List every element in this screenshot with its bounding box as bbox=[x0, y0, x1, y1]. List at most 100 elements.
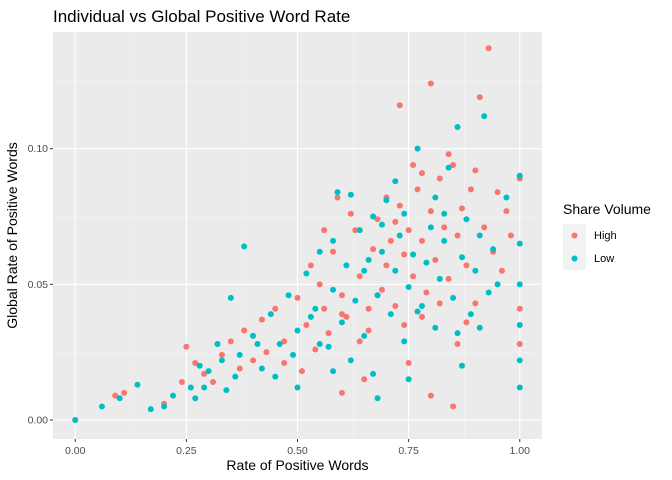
data-point-high bbox=[312, 346, 319, 353]
data-point-low bbox=[258, 365, 265, 372]
data-point-low bbox=[370, 370, 377, 377]
data-point-high bbox=[463, 319, 470, 326]
data-point-high bbox=[467, 186, 474, 193]
data-point-low bbox=[116, 395, 123, 402]
data-point-low bbox=[378, 221, 385, 228]
data-point-low bbox=[267, 311, 274, 318]
data-point-low bbox=[467, 311, 474, 318]
data-point-high bbox=[321, 227, 328, 234]
data-point-low bbox=[205, 368, 212, 375]
data-point-low bbox=[361, 267, 368, 274]
data-point-low bbox=[361, 332, 368, 339]
data-point-low bbox=[330, 237, 337, 244]
data-point-low bbox=[432, 194, 439, 201]
data-point-high bbox=[210, 379, 217, 386]
data-point-high bbox=[458, 205, 465, 212]
data-point-high bbox=[441, 224, 448, 231]
data-point-high bbox=[343, 313, 350, 320]
data-point-high bbox=[396, 102, 403, 109]
data-point-low bbox=[316, 341, 323, 348]
y-tick-label: 0.05 bbox=[28, 279, 49, 291]
data-point-low bbox=[432, 324, 439, 331]
data-point-low bbox=[481, 113, 488, 120]
data-point-low bbox=[454, 123, 461, 130]
data-point-low bbox=[223, 387, 230, 394]
data-point-low bbox=[347, 357, 354, 364]
data-point-low bbox=[276, 341, 283, 348]
data-point-high bbox=[227, 338, 234, 345]
data-point-low bbox=[325, 343, 332, 350]
data-point-low bbox=[227, 294, 234, 301]
data-point-low bbox=[392, 178, 399, 185]
data-point-low bbox=[476, 232, 483, 239]
data-point-low bbox=[285, 292, 292, 299]
data-point-high bbox=[330, 248, 337, 255]
data-point-high bbox=[383, 262, 390, 269]
legend-label: High bbox=[594, 230, 617, 242]
y-axis-title: Global Rate of Positive Words bbox=[4, 142, 20, 329]
data-point-low bbox=[330, 368, 337, 375]
data-point-high bbox=[321, 305, 328, 312]
data-point-high bbox=[387, 237, 394, 244]
data-point-low bbox=[147, 406, 154, 413]
data-point-high bbox=[201, 370, 208, 377]
data-point-high bbox=[516, 341, 523, 348]
data-point-high bbox=[410, 273, 417, 280]
data-point-low bbox=[303, 270, 310, 277]
data-point-high bbox=[401, 251, 408, 258]
data-point-high bbox=[334, 194, 341, 201]
data-point-high bbox=[445, 151, 452, 158]
data-point-low bbox=[307, 313, 314, 320]
data-point-high bbox=[356, 273, 363, 280]
data-point-high bbox=[365, 327, 372, 334]
data-point-high bbox=[307, 262, 314, 269]
data-point-low bbox=[374, 292, 381, 299]
data-point-high bbox=[401, 322, 408, 329]
data-point-low bbox=[436, 275, 443, 282]
data-point-high bbox=[481, 224, 488, 231]
data-point-low bbox=[232, 373, 239, 380]
data-point-low bbox=[316, 248, 323, 255]
data-point-high bbox=[258, 316, 265, 323]
data-point-high bbox=[463, 262, 470, 269]
data-point-high bbox=[241, 327, 248, 334]
data-point-high bbox=[450, 161, 457, 168]
data-point-high bbox=[352, 227, 359, 234]
data-point-high bbox=[494, 189, 501, 196]
data-point-high bbox=[476, 94, 483, 101]
data-point-low bbox=[338, 319, 345, 326]
data-point-low bbox=[401, 338, 408, 345]
data-point-high bbox=[361, 376, 368, 383]
data-point-low bbox=[192, 395, 199, 402]
data-point-low bbox=[441, 237, 448, 244]
data-point-high bbox=[121, 389, 128, 396]
data-point-low bbox=[458, 362, 465, 369]
legend-title: Share Volume bbox=[563, 201, 651, 217]
data-point-high bbox=[507, 232, 514, 239]
data-point-low bbox=[356, 227, 363, 234]
data-point-low bbox=[516, 357, 523, 364]
data-point-low bbox=[405, 284, 412, 291]
x-tick-label: 0.50 bbox=[287, 445, 308, 457]
data-point-high bbox=[338, 389, 345, 396]
data-point-low bbox=[427, 224, 434, 231]
data-point-high bbox=[347, 210, 354, 217]
data-point-high bbox=[303, 322, 310, 329]
chart-title: Individual vs Global Positive Word Rate bbox=[53, 7, 350, 26]
data-point-low bbox=[516, 384, 523, 391]
data-point-high bbox=[112, 392, 119, 399]
data-point-high bbox=[418, 313, 425, 320]
data-point-high bbox=[370, 246, 377, 253]
data-point-high bbox=[192, 360, 199, 367]
data-point-high bbox=[356, 338, 363, 345]
data-point-low bbox=[330, 286, 337, 293]
data-point-low bbox=[516, 172, 523, 179]
data-point-high bbox=[183, 343, 190, 350]
data-point-high bbox=[427, 80, 434, 87]
data-point-high bbox=[250, 357, 257, 364]
x-tick-label: 0.25 bbox=[176, 445, 197, 457]
data-point-low bbox=[254, 341, 261, 348]
data-point-low bbox=[161, 403, 168, 410]
data-point-high bbox=[294, 294, 301, 301]
